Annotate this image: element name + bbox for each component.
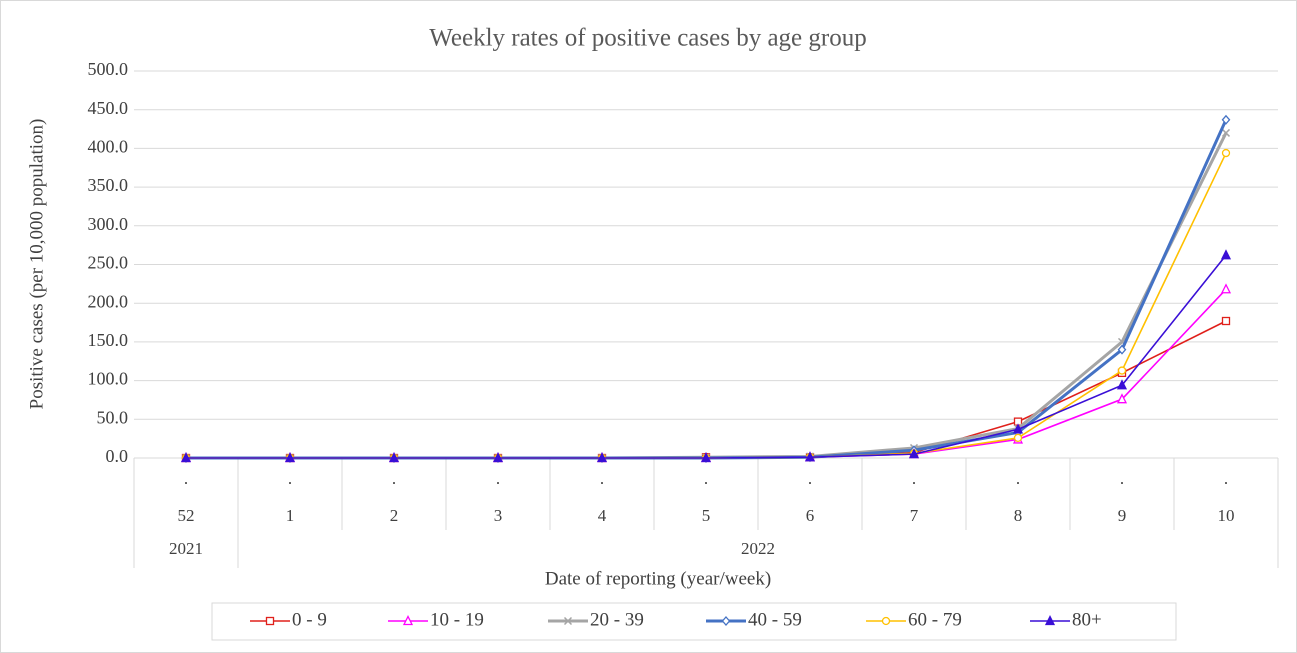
marker: [1117, 366, 1127, 375]
x-tick-label: 8: [1014, 506, 1023, 525]
marker: [804, 451, 816, 462]
x-tick-dot: .: [288, 469, 292, 488]
marker: [908, 448, 920, 459]
marker: [284, 452, 296, 463]
x-tick-dot: .: [392, 469, 396, 488]
x-tick-dot: .: [1224, 469, 1228, 488]
x-tick-dot: .: [600, 469, 604, 488]
marker: [1013, 433, 1023, 443]
marker: [388, 452, 400, 463]
legend-label: 0 - 9: [292, 609, 327, 630]
x-group-label: 2022: [741, 539, 775, 558]
x-tick-label: 2: [390, 506, 399, 525]
y-tick-label: 250.0: [88, 253, 129, 273]
marker: [1220, 249, 1232, 260]
legend-label: 80+: [1072, 609, 1102, 630]
x-tick-label: 9: [1118, 506, 1127, 525]
marker: [1221, 128, 1231, 137]
marker: [1044, 615, 1056, 626]
y-tick-label: 300.0: [88, 214, 129, 234]
x-tick-label: 4: [598, 506, 607, 525]
marker: [180, 452, 192, 463]
x-group-label: 2021: [169, 539, 203, 558]
marker: [721, 616, 731, 626]
legend-box: [211, 602, 1177, 641]
y-tick-label: 350.0: [88, 175, 129, 195]
marker: [596, 452, 608, 463]
x-tick-label: 52: [178, 506, 195, 525]
x-tick-label: 6: [806, 506, 815, 525]
x-tick-dot: .: [496, 469, 500, 488]
marker: [1116, 393, 1128, 404]
marker: [1221, 148, 1231, 158]
x-tick-dot: .: [808, 469, 812, 488]
legend-label: 10 - 19: [430, 609, 484, 630]
y-tick-label: 100.0: [88, 369, 129, 389]
marker: [1221, 114, 1231, 125]
legend-label: 60 - 79: [908, 609, 962, 630]
y-axis-title: Positive cases (per 10,000 population): [26, 119, 47, 410]
y-tick-label: 150.0: [88, 330, 129, 350]
y-tick-label: 50.0: [97, 407, 129, 427]
legend-label: 40 - 59: [748, 609, 802, 630]
marker: [1116, 379, 1128, 390]
x-tick-label: 1: [286, 506, 295, 525]
marker: [402, 615, 414, 626]
y-tick-label: 400.0: [88, 137, 129, 157]
marker: [265, 616, 275, 626]
y-tick-label: 200.0: [88, 291, 129, 311]
x-tick-dot: .: [704, 469, 708, 488]
series: [180, 249, 1232, 463]
marker: [1221, 316, 1231, 326]
marker: [563, 616, 573, 626]
legend-label: 20 - 39: [590, 609, 644, 630]
marker: [492, 452, 504, 463]
x-tick-dot: .: [912, 469, 916, 488]
marker: [1012, 423, 1024, 434]
marker: [1220, 283, 1232, 294]
marker: [700, 452, 712, 463]
x-tick-dot: .: [1120, 469, 1124, 488]
y-tick-label: 500.0: [88, 59, 129, 79]
x-tick-dot: .: [184, 469, 188, 488]
x-tick-label: 5: [702, 506, 711, 525]
y-tick-label: 0.0: [106, 446, 129, 466]
x-tick-label: 3: [494, 506, 503, 525]
y-tick-label: 450.0: [88, 98, 129, 118]
x-axis-title: Date of reporting (year/week): [545, 568, 771, 589]
x-tick-label: 10: [1218, 506, 1235, 525]
x-tick-label: 7: [910, 506, 919, 525]
marker: [881, 616, 891, 626]
x-tick-dot: .: [1016, 469, 1020, 488]
marker: [1117, 344, 1127, 355]
chart-title: Weekly rates of positive cases by age gr…: [429, 25, 866, 52]
